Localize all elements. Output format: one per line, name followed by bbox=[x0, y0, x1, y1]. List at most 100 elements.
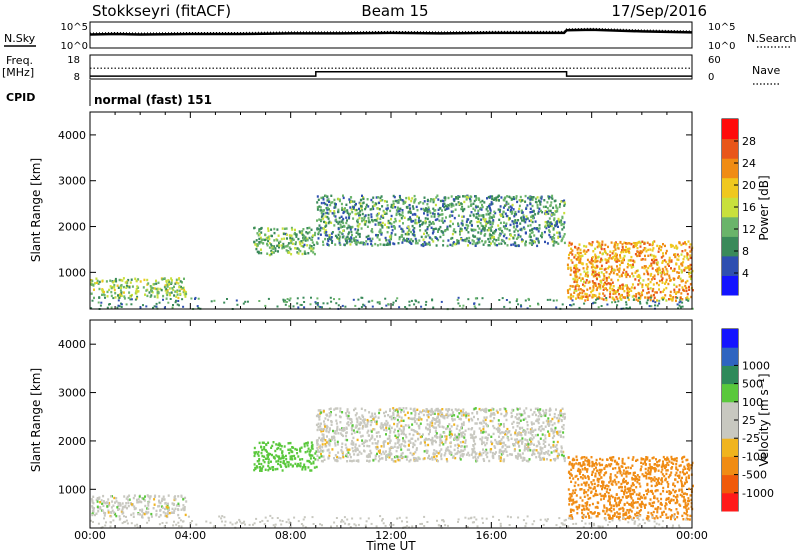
velocity-echo bbox=[90, 498, 93, 501]
power-echo bbox=[686, 296, 689, 299]
velocity-echo bbox=[538, 410, 541, 414]
power-echo bbox=[350, 196, 353, 199]
power-echo bbox=[593, 272, 596, 276]
velocity-echo bbox=[473, 436, 476, 439]
power-echo bbox=[489, 237, 492, 240]
power-echo bbox=[128, 291, 131, 294]
power-echo bbox=[282, 232, 285, 236]
power-echo bbox=[660, 271, 662, 275]
velocity-echo bbox=[550, 427, 553, 431]
power-echo bbox=[487, 237, 490, 241]
power-echo bbox=[331, 201, 334, 204]
power-echo bbox=[621, 246, 624, 249]
power-echo bbox=[119, 293, 122, 296]
power-echo bbox=[521, 219, 523, 222]
velocity-echo bbox=[402, 426, 405, 429]
power-echo bbox=[513, 212, 516, 216]
power-echo bbox=[324, 229, 327, 232]
power-echo bbox=[620, 298, 623, 301]
power-echo bbox=[334, 206, 337, 209]
velocity-echo bbox=[397, 440, 400, 443]
velocity-echo bbox=[544, 437, 547, 440]
velocity-echo bbox=[396, 455, 399, 458]
velocity-echo bbox=[518, 449, 521, 452]
power-echo bbox=[675, 296, 677, 299]
power-echo bbox=[580, 295, 583, 298]
power-echo bbox=[423, 196, 426, 199]
velocity-echo bbox=[185, 500, 188, 503]
velocity-echo bbox=[506, 454, 509, 457]
velocity-echo bbox=[490, 440, 493, 443]
power-echo bbox=[611, 281, 614, 284]
velocity-echo bbox=[137, 498, 140, 501]
power-echo bbox=[585, 272, 588, 275]
velocity-echo bbox=[147, 507, 150, 511]
velocity-echo bbox=[267, 469, 270, 472]
velocity-echo bbox=[342, 429, 345, 432]
velocity-echo bbox=[278, 455, 281, 458]
power-echo bbox=[402, 230, 405, 233]
power-echo bbox=[270, 228, 273, 231]
power-echo bbox=[163, 277, 166, 280]
velocity-echo bbox=[345, 453, 348, 456]
velocity-echo bbox=[428, 423, 431, 427]
velocity-echo bbox=[328, 415, 331, 418]
power-echo bbox=[639, 245, 642, 248]
power-echo bbox=[663, 273, 666, 276]
power-echo bbox=[676, 246, 679, 249]
power-echo bbox=[306, 232, 309, 235]
power-echo bbox=[165, 297, 168, 300]
velocity-echo bbox=[256, 460, 259, 463]
power-echo bbox=[156, 296, 159, 299]
power-echo bbox=[616, 268, 619, 271]
power-echo bbox=[308, 226, 311, 230]
power-echo bbox=[324, 211, 327, 215]
velocity-echo bbox=[97, 506, 100, 510]
power-echo bbox=[651, 258, 653, 262]
power-echo bbox=[600, 267, 603, 270]
velocity-echo bbox=[146, 507, 149, 510]
power-echo bbox=[350, 236, 353, 239]
power-echo bbox=[324, 194, 327, 198]
velocity-echo bbox=[398, 439, 401, 442]
power-echo bbox=[322, 196, 325, 199]
velocity-echo bbox=[277, 443, 280, 446]
power-echo bbox=[414, 221, 417, 225]
velocity-echo bbox=[554, 445, 557, 448]
velocity-echo bbox=[377, 416, 380, 419]
power-echo bbox=[507, 202, 510, 205]
velocity-echo bbox=[335, 419, 338, 422]
velocity-echo bbox=[557, 421, 560, 424]
power-echo bbox=[333, 224, 336, 227]
velocity-echo bbox=[144, 495, 146, 498]
power-echo bbox=[493, 237, 496, 241]
power-echo bbox=[656, 267, 659, 270]
power-echo bbox=[175, 299, 177, 302]
power-echo bbox=[681, 286, 684, 289]
power-echo bbox=[399, 198, 402, 201]
velocity-echo bbox=[516, 413, 518, 416]
velocity-echo bbox=[478, 421, 481, 425]
power-echo bbox=[588, 280, 591, 283]
power-echo bbox=[303, 306, 306, 309]
power-echo bbox=[176, 303, 179, 306]
velocity-echo bbox=[464, 439, 467, 442]
power-echo bbox=[489, 227, 492, 231]
power-echo bbox=[371, 305, 374, 308]
power-echo bbox=[524, 243, 527, 247]
power-echo bbox=[362, 218, 365, 222]
power-echo bbox=[611, 267, 614, 270]
power-echo bbox=[459, 233, 461, 236]
power-echo bbox=[505, 214, 508, 218]
power-echo bbox=[567, 266, 570, 269]
power-echo bbox=[373, 204, 376, 207]
velocity-echo bbox=[385, 453, 388, 457]
power-echo bbox=[358, 211, 361, 215]
power-echo bbox=[599, 287, 602, 290]
power-echo bbox=[361, 217, 364, 220]
velocity-echo bbox=[514, 438, 517, 441]
velocity-echo bbox=[454, 408, 457, 411]
velocity-echo bbox=[472, 444, 475, 448]
power-echo bbox=[137, 278, 140, 281]
velocity-echo bbox=[293, 454, 296, 458]
